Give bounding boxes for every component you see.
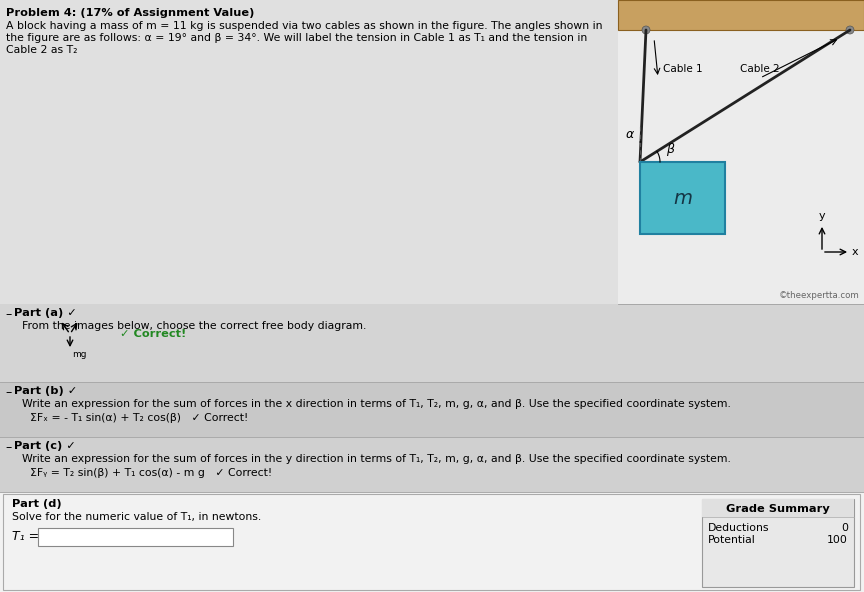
Text: Cable 1: Cable 1 [663,64,702,74]
Text: Grade Summary: Grade Summary [726,504,830,514]
Text: mg: mg [72,350,86,359]
Text: α: α [626,128,634,141]
Bar [618,30,864,304]
Text: –: – [5,308,11,321]
Text: ✓ Correct!: ✓ Correct! [120,329,187,339]
Bar [618,0,864,30]
Text: –: – [5,441,11,454]
Bar [3,494,860,590]
Bar [0,304,864,382]
Text: x: x [852,247,859,257]
Text: 100: 100 [827,535,848,545]
Text: Deductions: Deductions [708,523,770,533]
Bar [0,382,864,437]
Text: $m$: $m$ [673,188,692,208]
Text: Potential: Potential [708,535,756,545]
Text: ©theexpertta.com: ©theexpertta.com [779,291,860,300]
Bar [640,162,725,234]
Text: β: β [666,143,674,156]
Text: y: y [819,211,825,221]
Text: the figure are as follows: α = 19° and β = 34°. We will label the tension in Cab: the figure are as follows: α = 19° and β… [6,33,588,43]
Bar [702,499,854,587]
Circle shape [642,26,650,34]
Text: ΣFₓ = - T₁ sin(α) + T₂ cos(β)   ✓ Correct!: ΣFₓ = - T₁ sin(α) + T₂ cos(β) ✓ Correct! [30,413,248,423]
Circle shape [846,26,854,34]
Bar [38,528,233,546]
Text: –: – [5,386,11,399]
Text: Part (d): Part (d) [12,499,61,509]
Text: T₁ =: T₁ = [12,530,39,543]
Text: A block having a mass of m = 11 kg is suspended via two cables as shown in the f: A block having a mass of m = 11 kg is su… [6,21,602,31]
Text: Cable 2: Cable 2 [740,64,779,74]
Text: Cable 2 as T₂: Cable 2 as T₂ [6,45,78,55]
Text: Problem 4: (17% of Assignment Value): Problem 4: (17% of Assignment Value) [6,8,254,18]
Text: Part (a) ✓: Part (a) ✓ [14,308,77,318]
Text: Solve for the numeric value of T₁, in newtons.: Solve for the numeric value of T₁, in ne… [12,512,261,522]
Text: 0: 0 [841,523,848,533]
Text: Part (b) ✓: Part (b) ✓ [14,386,77,396]
Text: Write an expression for the sum of forces in the x direction in terms of T₁, T₂,: Write an expression for the sum of force… [22,399,731,409]
Bar [702,499,854,517]
Text: Part (c) ✓: Part (c) ✓ [14,441,76,451]
Text: Write an expression for the sum of forces in the y direction in terms of T₁, T₂,: Write an expression for the sum of force… [22,454,731,464]
Text: ΣFᵧ = T₂ sin(β) + T₁ cos(α) - m g   ✓ Correct!: ΣFᵧ = T₂ sin(β) + T₁ cos(α) - m g ✓ Corr… [30,468,272,478]
Bar [0,492,864,592]
Text: From the images below, choose the correct free body diagram.: From the images below, choose the correc… [22,321,366,331]
Bar [0,437,864,492]
Bar [618,0,864,304]
